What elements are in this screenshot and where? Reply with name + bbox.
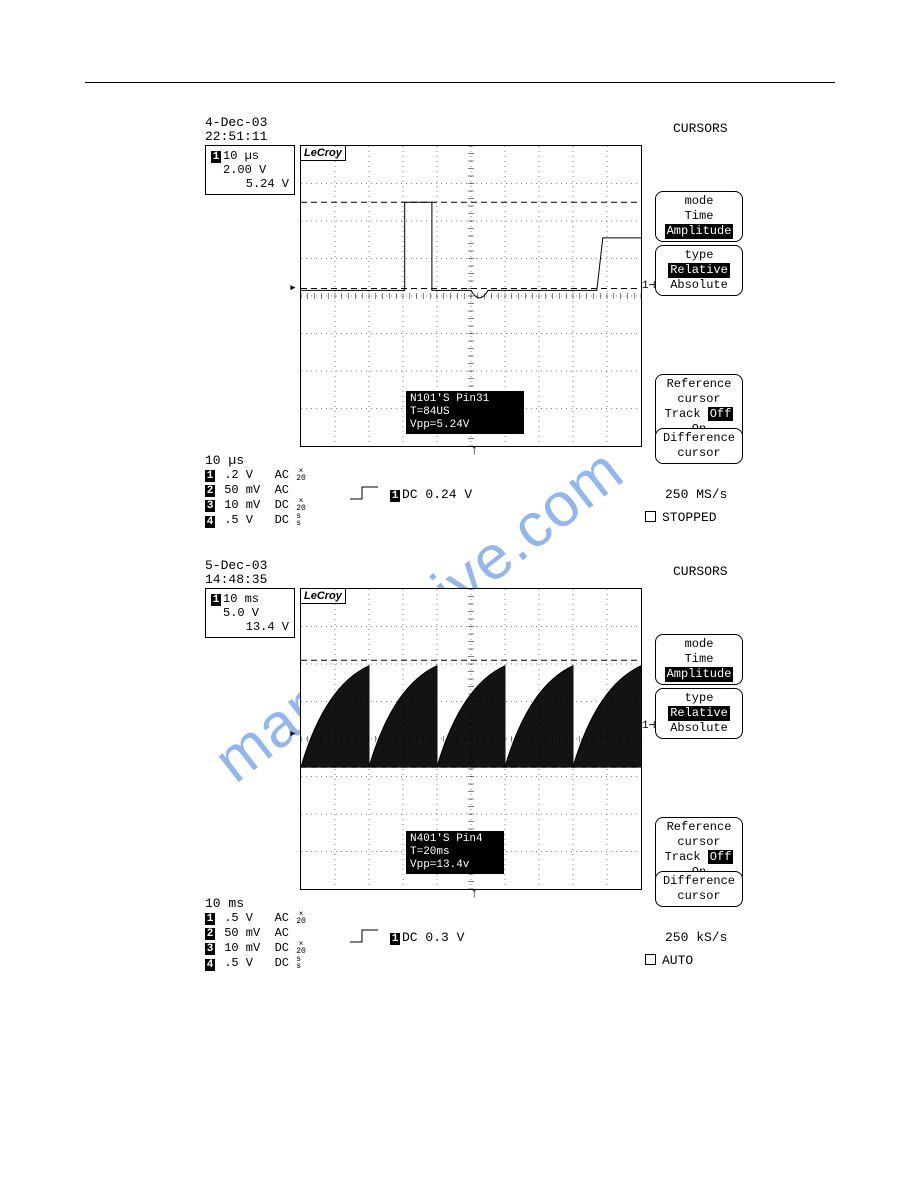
channel-row: 3 10 mV DC ×20: [205, 941, 306, 956]
measurement-overlay: N101'S Pin31 T=84US Vpp=5.24V: [406, 391, 524, 434]
trigger-ch-badge: 1: [390, 490, 400, 502]
overlay-line1: N401'S Pin4: [410, 833, 483, 845]
overlay-line2: T=20ms: [410, 846, 450, 858]
measurement-overlay: N401'S Pin4 T=20ms Vpp=13.4v: [406, 831, 504, 874]
channel-row: 4 .5 V DC ss: [205, 956, 306, 971]
track-label: Track: [665, 407, 701, 421]
mode-menu[interactable]: mode Time Amplitude: [655, 191, 743, 242]
trigger-pos-icon: ↑: [470, 886, 478, 902]
mode-title: mode: [658, 194, 740, 209]
mode-option-amplitude[interactable]: Amplitude: [665, 224, 734, 239]
type-menu[interactable]: type Relative Absolute: [655, 245, 743, 296]
mode-option-amplitude[interactable]: Amplitude: [665, 667, 734, 682]
readout-box: 110 ms 5.0 V 13.4 V: [205, 588, 295, 638]
trigger-level-icon: 1⊣: [642, 278, 655, 292]
cursors-label: CURSORS: [673, 121, 728, 136]
stop-icon: [645, 954, 656, 965]
stop-icon: [645, 511, 656, 522]
readout-box: 110 µs 2.00 V 5.24 V: [205, 145, 295, 195]
timebase-label: 10 ms: [205, 896, 244, 911]
channel-badge-icon: 1: [211, 151, 221, 163]
diff-l2: cursor: [658, 889, 740, 904]
type-title: type: [658, 691, 740, 706]
overlay-line2: Vpp=5.24V: [410, 419, 469, 431]
ref-off[interactable]: Off: [708, 850, 734, 864]
trigger-level-icon: 1⊣: [642, 718, 655, 732]
date-label: 5-Dec-03: [205, 558, 267, 573]
readout-line3: 5.24 V: [246, 177, 289, 191]
channel-table: 1 .2 V AC ×202 50 mV AC 3 10 mV DC ×204 …: [205, 468, 306, 529]
channel-row: 4 .5 V DC ss: [205, 513, 306, 528]
ref-off[interactable]: Off: [708, 407, 734, 421]
channel-row: 1 .5 V AC ×20: [205, 911, 306, 926]
time-label: 22:51:11: [205, 129, 267, 144]
trigger-readout: 1DC 0.3 V: [390, 930, 464, 945]
difference-cursor-menu[interactable]: Difference cursor: [655, 871, 743, 907]
readout-line2: 5.0 V: [223, 606, 259, 620]
type-option-absolute[interactable]: Absolute: [658, 721, 740, 736]
trigger-readout: 1DC 0.24 V: [390, 487, 472, 502]
cursors-label: CURSORS: [673, 564, 728, 579]
trigger-pos-icon: ↑: [470, 443, 478, 459]
overlay-line3: Vpp=13.4v: [410, 859, 469, 871]
channel-row: 2 50 mV AC: [205, 483, 306, 498]
ref-title: Reference cursor: [658, 377, 740, 407]
type-option-relative[interactable]: Relative: [668, 263, 730, 278]
date-label: 4-Dec-03: [205, 115, 267, 130]
trigger-text: DC 0.3 V: [402, 930, 464, 945]
sample-rate-label: 250 MS/s: [665, 487, 727, 502]
diff-l2: cursor: [658, 446, 740, 461]
type-option-absolute[interactable]: Absolute: [658, 278, 740, 293]
trigger-ch-badge: 1: [390, 933, 400, 945]
channel-row: 1 .2 V AC ×20: [205, 468, 306, 483]
channel-badge-icon: 1: [211, 594, 221, 606]
ground-marker-icon: ▸: [289, 726, 297, 741]
rising-edge-icon: [350, 928, 380, 944]
difference-cursor-menu[interactable]: Difference cursor: [655, 428, 743, 464]
sample-rate-label: 250 kS/s: [665, 930, 727, 945]
readout-line3: 13.4 V: [246, 620, 289, 634]
ref-title: Reference cursor: [658, 820, 740, 850]
channel-row: 3 10 mV DC ×20: [205, 498, 306, 513]
ground-marker-icon: ▸: [289, 280, 297, 295]
channel-row: 2 50 mV AC: [205, 926, 306, 941]
mode-option-time[interactable]: Time: [658, 209, 740, 224]
page-rule: [85, 82, 835, 83]
diff-l1: Difference: [658, 431, 740, 446]
mode-menu[interactable]: mode Time Amplitude: [655, 634, 743, 685]
scope-grid: LeCroy N401'S Pin4 T=20ms Vpp=13.4v: [300, 588, 642, 890]
overlay-line1: N101'S Pin31 T=84US: [410, 393, 489, 418]
rising-edge-icon: [350, 485, 380, 501]
mode-title: mode: [658, 637, 740, 652]
type-menu[interactable]: type Relative Absolute: [655, 688, 743, 739]
type-option-relative[interactable]: Relative: [668, 706, 730, 721]
mode-option-time[interactable]: Time: [658, 652, 740, 667]
scope-grid: LeCroy N101'S Pin31 T=84US Vpp=5.24V: [300, 145, 642, 447]
type-title: type: [658, 248, 740, 263]
time-label: 14:48:35: [205, 572, 267, 587]
readout-line1: 10 ms: [223, 592, 259, 606]
readout-line2: 2.00 V: [223, 163, 266, 177]
diff-l1: Difference: [658, 874, 740, 889]
timebase-label: 10 µs: [205, 453, 244, 468]
track-label: Track: [665, 850, 701, 864]
channel-table: 1 .5 V AC ×202 50 mV AC 3 10 mV DC ×204 …: [205, 911, 306, 972]
readout-line1: 10 µs: [223, 149, 259, 163]
acq-status: AUTO: [645, 953, 693, 968]
trigger-text: DC 0.24 V: [402, 487, 472, 502]
scope-capture-1: 4-Dec-03 22:51:11 CURSORS 110 µs 2.00 V …: [205, 115, 745, 417]
scope-capture-2: 5-Dec-03 14:48:35 CURSORS 110 ms 5.0 V 1…: [205, 558, 745, 860]
acq-status: STOPPED: [645, 510, 717, 525]
